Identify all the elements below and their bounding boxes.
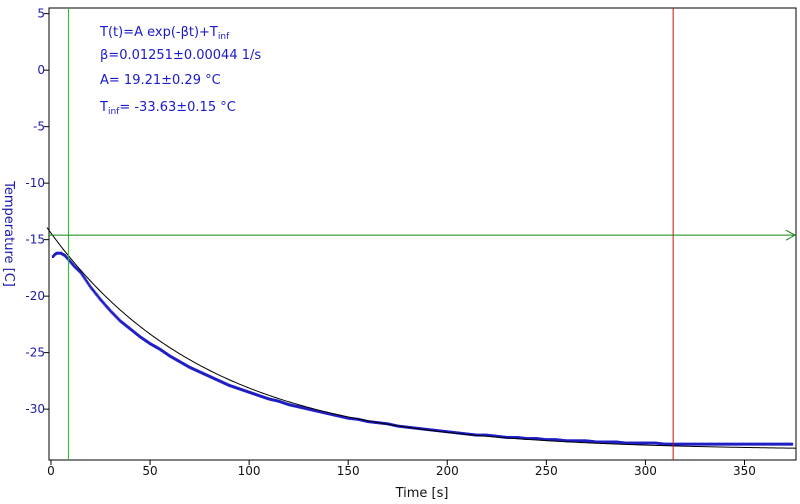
plot-area [48, 7, 797, 461]
x-tick-label: 300 [634, 464, 657, 478]
arrow-head-icon [785, 229, 797, 241]
y-tick-label: -30 [25, 402, 45, 416]
y-tick-label: -15 [25, 233, 45, 247]
fit-formula: T(t)=A exp(-βt)+Tinf [99, 25, 230, 42]
data-point [81, 273, 84, 277]
x-tick-label: 350 [733, 464, 756, 478]
data-point [88, 284, 91, 288]
data-point [79, 271, 82, 274]
x-tick-label: 150 [337, 464, 360, 478]
y-tick-label: 0 [37, 63, 45, 77]
data-point [83, 276, 86, 280]
fit-amplitude: A= 19.21±0.29 °C [100, 73, 221, 88]
x-tick-label: 200 [436, 464, 459, 478]
data-layer [46, 227, 797, 449]
y-tick-label: -10 [25, 176, 45, 190]
y-axis-title: Temperature [C] [1, 180, 16, 287]
y-tick-label: -5 [33, 120, 45, 134]
y-tick-label: -25 [25, 346, 45, 360]
y-tick-label: 5 [37, 7, 45, 21]
data-point [86, 281, 89, 285]
x-tick-label: 250 [535, 464, 558, 478]
fit-annotation: T(t)=A exp(-βt)+Tinf β=0.01251±0.00044 1… [99, 25, 261, 117]
fit-t-inf: Tinf= -33.63±0.15 °C [99, 100, 236, 117]
data-point [85, 279, 88, 283]
data-point [82, 275, 85, 279]
fit-beta: β=0.01251±0.00044 1/s [100, 48, 261, 63]
x-axis-ticks: 0 50 100 150 200 250 300 350 [47, 460, 756, 478]
data-point [790, 442, 794, 446]
y-tick-label: -20 [25, 289, 45, 303]
y-axis-ticks: 5 0 -5 -10 -15 -20 -25 -30 [25, 7, 49, 416]
data-point [80, 272, 83, 276]
x-axis-title: Time [s] [395, 486, 449, 501]
data-point [87, 282, 90, 286]
x-tick-label: 100 [238, 464, 261, 478]
x-tick-label: 50 [142, 464, 157, 478]
x-tick-label: 0 [47, 464, 55, 478]
data-point [84, 278, 87, 282]
fit-curve [46, 227, 797, 449]
